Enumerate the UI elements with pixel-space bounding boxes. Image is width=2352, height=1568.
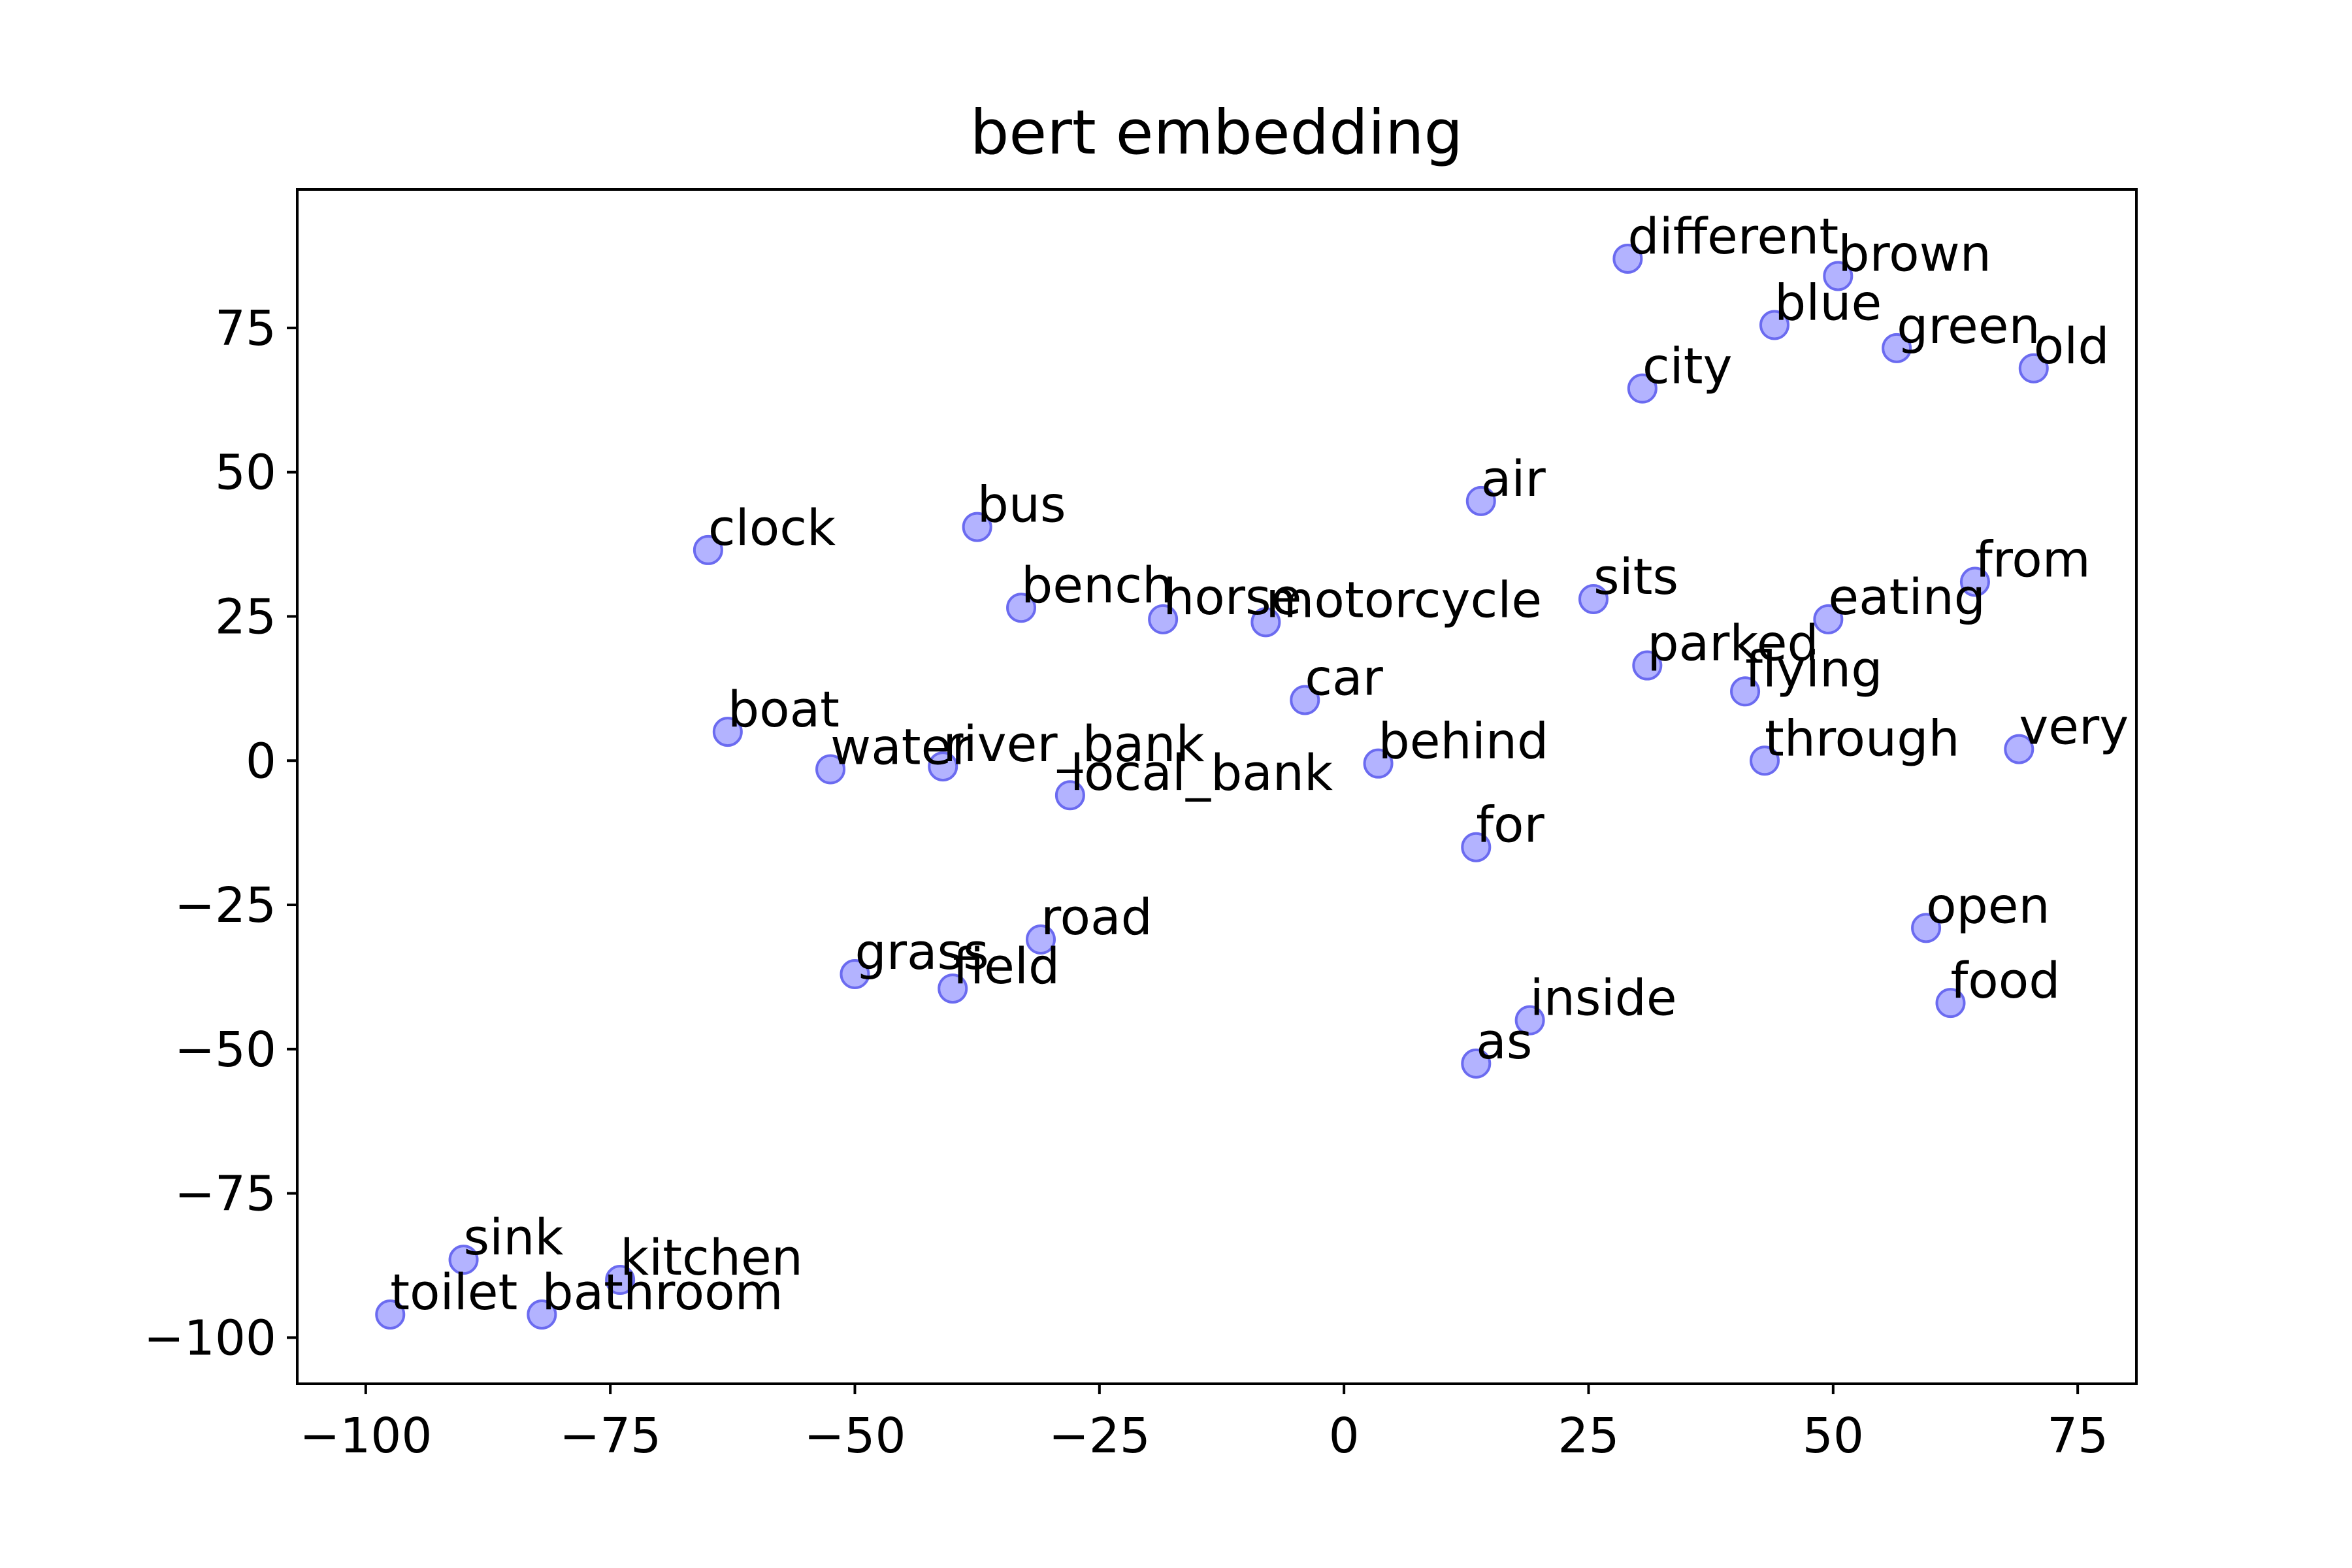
- point-label: old: [2034, 317, 2110, 375]
- scatter-point: [1959, 566, 1990, 597]
- scatter-point: [1363, 748, 1394, 779]
- point-label: horse: [1163, 568, 1301, 626]
- x-axis: −100 −75 −50 −25 0 25 50 75: [299, 1384, 2108, 1464]
- point-label: inside: [1530, 969, 1677, 1027]
- scatter-point: [1148, 604, 1179, 634]
- x-tick-label: 75: [2047, 1408, 2108, 1464]
- point-label: river_bank: [943, 715, 1204, 773]
- point-label: for: [1476, 796, 1544, 854]
- plot-frame: [296, 188, 2138, 1385]
- scatter-point: [1813, 604, 1844, 634]
- point-label: field: [953, 937, 1060, 995]
- point-label: city: [1642, 337, 1733, 395]
- y-tick-label: −50: [174, 1022, 276, 1078]
- scatter-point: [375, 1299, 406, 1330]
- scatter-point: [962, 512, 992, 542]
- point-label: motorcycle: [1266, 570, 1542, 629]
- y-axis: 75 50 25 0 −25 −50 −75 −100: [144, 301, 297, 1366]
- scatter-point: [1054, 780, 1085, 811]
- scatter-point: [928, 751, 958, 782]
- point-label: food: [1951, 951, 2061, 1009]
- point-label: from: [1975, 531, 2091, 589]
- scatter-point: [1612, 243, 1643, 274]
- point-label: green: [1897, 297, 2040, 355]
- point-label: as: [1476, 1012, 1532, 1070]
- x-tick-label: −50: [804, 1408, 906, 1464]
- scatter-point: [693, 534, 723, 565]
- scatter-point: [840, 959, 870, 990]
- scatter-point: [527, 1299, 557, 1330]
- point-label: blue: [1774, 274, 1882, 332]
- point-label: behind: [1379, 712, 1549, 770]
- point-label: car: [1305, 649, 1383, 707]
- scatter-point: [1461, 832, 1492, 862]
- scatter-point: [815, 754, 846, 785]
- x-tick-label: −100: [299, 1408, 432, 1464]
- scatter-point: [712, 717, 743, 747]
- chart-title: bert embedding: [970, 97, 1463, 169]
- scatter-point: [1730, 676, 1761, 707]
- y-tick-label: 75: [215, 301, 276, 357]
- point-label: bus: [977, 476, 1066, 534]
- point-label: sink: [464, 1208, 564, 1266]
- point-label: eating: [1828, 568, 1985, 626]
- point-label: through: [1765, 709, 1960, 767]
- point-label: open: [1926, 876, 2050, 934]
- point-label: boat: [728, 680, 840, 738]
- x-tick-label: 0: [1329, 1408, 1360, 1464]
- scatter-point: [1461, 1048, 1492, 1079]
- point-label: grass: [855, 923, 988, 981]
- scatter-point: [605, 1265, 636, 1296]
- scatter-point: [1006, 593, 1037, 623]
- point-label: parked: [1647, 614, 1818, 672]
- point-label: kitchen: [620, 1228, 803, 1286]
- x-tick-label: 25: [1558, 1408, 1619, 1464]
- scatter-point: [1750, 745, 1780, 776]
- scatter-point: [1632, 650, 1663, 681]
- point-label: sits: [1593, 547, 1678, 606]
- point-label: bench: [1021, 556, 1173, 614]
- point-label: bathroom: [542, 1263, 783, 1321]
- y-tick-label: −75: [174, 1166, 276, 1222]
- scatter-point: [1514, 1005, 1545, 1036]
- x-tick-label: −75: [559, 1408, 661, 1464]
- point-label: clock: [708, 498, 836, 557]
- point-label: air: [1481, 449, 1546, 508]
- y-tick-label: 25: [215, 589, 276, 645]
- scatter-point: [1911, 913, 1942, 943]
- point-label: road: [1041, 888, 1152, 946]
- scatter-point: [1627, 373, 1658, 404]
- scatter-point: [1465, 485, 1496, 516]
- scatter-point: [1882, 333, 1912, 363]
- scatter-points: [375, 243, 2049, 1330]
- point-label: water: [830, 718, 972, 776]
- y-tick-label: 0: [246, 733, 276, 789]
- y-tick-label: −25: [174, 877, 276, 934]
- x-tick-label: −25: [1049, 1408, 1151, 1464]
- scatter-point: [1578, 583, 1609, 614]
- y-tick-label: 50: [215, 445, 276, 501]
- scatter-point: [1025, 924, 1056, 955]
- scatter-point: [448, 1245, 479, 1275]
- scatter-point: [1759, 310, 1789, 340]
- scatter-point: [938, 973, 968, 1004]
- x-tick-label: 50: [1803, 1408, 1864, 1464]
- scatter-point: [2004, 734, 2034, 764]
- point-label: flying: [1745, 640, 1882, 698]
- y-tick-label: −100: [144, 1310, 276, 1366]
- point-label: very: [2019, 698, 2129, 756]
- point-label: toilet: [390, 1263, 517, 1321]
- scatter-point: [1935, 988, 1966, 1019]
- scatter-point: [2018, 353, 2049, 384]
- point-label: different: [1627, 207, 1838, 265]
- scatter-point: [1823, 261, 1854, 291]
- point-label: local_bank: [1070, 743, 1333, 802]
- scatter-point: [1250, 607, 1281, 638]
- scatter-point: [1290, 685, 1320, 715]
- point-label: brown: [1838, 224, 1991, 282]
